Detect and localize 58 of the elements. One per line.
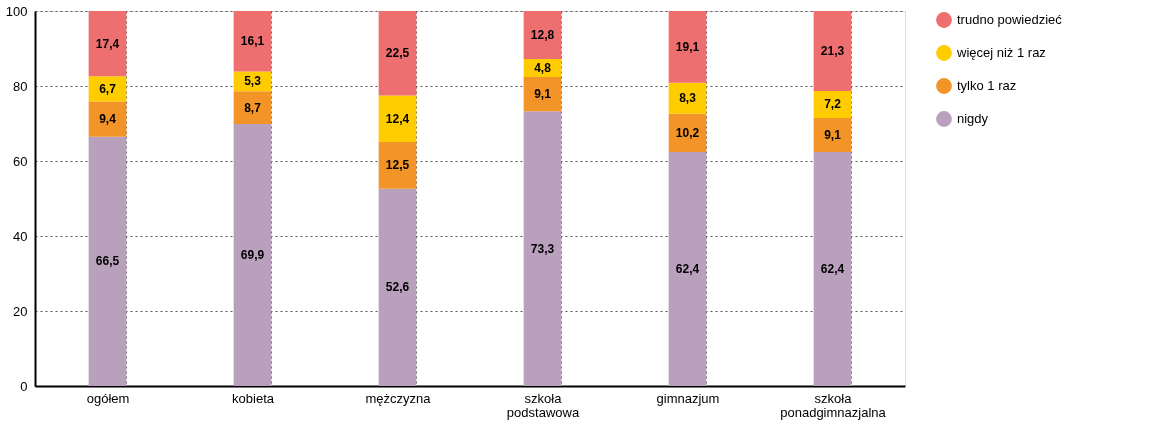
data-label: 69,9 [240, 247, 265, 262]
x-tick-label: ogółem [86, 390, 130, 406]
x-tick-label: szkoła ponadgimnazjalna [780, 390, 887, 420]
data-label: 10,2 [675, 125, 700, 140]
x-tick-label: gimnazjum [656, 390, 720, 406]
data-label: 22,5 [385, 46, 410, 61]
bar [88, 11, 127, 77]
bar [378, 141, 417, 189]
data-label: 62,4 [675, 262, 700, 276]
bar [813, 152, 852, 386]
bar [233, 123, 272, 386]
y-tick-label: 0 [20, 378, 28, 394]
bar [233, 11, 272, 72]
x-tick-label: mężczyzna [365, 390, 432, 406]
data-label: 66,5 [95, 254, 120, 269]
bar [523, 11, 562, 59]
legend-label: tylko 1 raz [957, 78, 1017, 93]
data-label: 16,1 [240, 34, 265, 49]
data-label: 8,3 [679, 91, 697, 106]
data-label: 7,2 [824, 97, 842, 112]
data-label: 17,4 [95, 36, 120, 51]
bar [378, 188, 417, 386]
x-tick-label: kobieta [232, 390, 275, 406]
data-label: 9,4 [99, 112, 117, 126]
x-tick-label: szkoła podstawowa [506, 390, 580, 420]
bar [668, 152, 707, 386]
data-label: 12,8 [530, 28, 555, 42]
bar [88, 136, 127, 386]
legend-label: więcej niż 1 raz [956, 45, 1046, 60]
data-label: 8,7 [244, 100, 262, 115]
bar [523, 77, 562, 112]
data-label: 5,3 [244, 74, 262, 89]
y-tick-label: 80 [13, 78, 28, 94]
data-label: 12,5 [385, 158, 410, 173]
data-label: 19,1 [675, 39, 700, 54]
bar [378, 95, 417, 142]
data-label: 73,3 [530, 241, 555, 256]
legend-label: nigdy [957, 111, 989, 126]
bar [668, 11, 707, 83]
bar [378, 11, 417, 96]
data-label: 9,1 [824, 127, 842, 142]
bar [523, 111, 562, 386]
data-label: 4,8 [534, 61, 552, 75]
data-label: 52,6 [385, 280, 410, 295]
data-label: 12,4 [385, 111, 410, 126]
legend-label: trudno powiedzieć [957, 12, 1063, 27]
bar [233, 91, 272, 124]
bar [813, 11, 852, 91]
y-tick-label: 40 [13, 228, 28, 244]
bar [813, 117, 852, 152]
data-label: 9,1 [534, 87, 552, 102]
bar [88, 101, 127, 137]
data-label: 6,7 [99, 81, 117, 96]
data-label: 21,3 [820, 43, 845, 58]
y-tick-label: 100 [5, 3, 28, 19]
y-tick-label: 60 [13, 153, 28, 169]
y-tick-label: 20 [13, 303, 28, 319]
data-label: 62,4 [820, 262, 845, 276]
